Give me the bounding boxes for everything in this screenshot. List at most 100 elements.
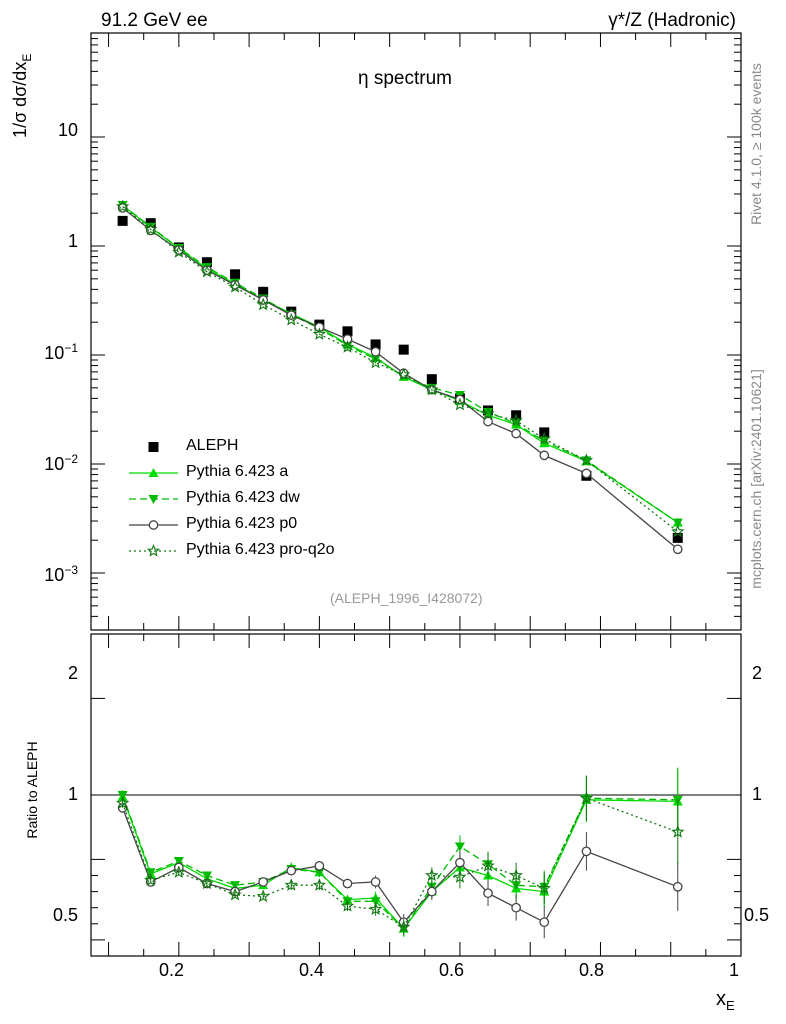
ratio-point-pythia_p0 xyxy=(672,881,683,892)
main-point-aleph xyxy=(117,215,128,226)
mcplots-label: mcplots.cern.ch [arXiv:2401.10621] xyxy=(748,369,764,589)
ratio-point-pythia_p0 xyxy=(581,846,592,857)
ratio-point-pythia_pro xyxy=(579,791,593,804)
rivet-version-label: Rivet 4.1.0, ≥ 100k events xyxy=(748,63,764,225)
ratio-series-layer xyxy=(116,767,685,939)
main-y-tick-0.1: 10−1 xyxy=(44,341,78,364)
main-point-pythia_pro xyxy=(284,312,298,326)
main-panel-frame xyxy=(90,32,742,631)
legend: ALEPH Pythia 6.423 a Pythia 6.423 dw Pyt… xyxy=(120,435,380,575)
main-y-tick-10: 10 xyxy=(57,120,78,140)
main-y-axis-label: 1/σ dσ/dxE xyxy=(10,53,34,138)
tick-exponent: −1 xyxy=(64,341,78,355)
x-axis-label: xE xyxy=(716,988,735,1013)
ratio-point-pythia_pro xyxy=(509,868,523,882)
ratio-point-pythia_p0 xyxy=(370,877,381,887)
ratio-point-pythia_pro xyxy=(369,902,383,916)
main-point-pythia_p0 xyxy=(483,416,493,427)
x-tick-0.6: 0.6 xyxy=(439,960,465,980)
ratio-point-pythia_pro xyxy=(671,825,685,838)
legend-markers xyxy=(129,442,178,557)
ratio-y-tick-0.5-right: 0.5 xyxy=(744,905,770,925)
main-y-tick-0.001: 10−3 xyxy=(44,563,78,586)
ratio-line-pythia_p0 xyxy=(121,807,679,924)
main-point-pythia_dw xyxy=(483,408,494,418)
legend-label-pythia-dw: Pythia 6.423 dw xyxy=(186,489,300,506)
main-point-pythia_pro xyxy=(256,297,270,311)
main-point-pythia_dw xyxy=(370,354,381,364)
main-point-pythia_p0 xyxy=(370,346,381,357)
ratio-point-pythia_dw xyxy=(117,791,128,800)
header-left-label: 91.2 GeV ee xyxy=(101,10,208,31)
ratio-point-pythia_dw xyxy=(314,868,325,878)
main-point-pythia_pro xyxy=(200,264,214,278)
x-tick-1: 1 xyxy=(729,960,740,980)
ratio-point-pythia_p0 xyxy=(286,865,297,876)
tick-base: 10 xyxy=(44,343,65,363)
ratio-point-pythia_dw xyxy=(370,897,381,907)
main-point-aleph xyxy=(370,339,381,350)
ratio-point-pythia_pro xyxy=(537,881,551,895)
main-point-pythia_pro xyxy=(228,280,242,293)
analysis-reference: (ALEPH_1996_I428072) xyxy=(330,590,483,606)
main-point-pythia_p0 xyxy=(342,334,353,344)
legend-marker-aleph xyxy=(148,442,159,452)
x-tick-0.2: 0.2 xyxy=(159,960,185,980)
ratio-point-pythia_p0 xyxy=(455,857,465,868)
main-point-pythia_pro xyxy=(537,431,551,445)
ratio-point-pythia_pro xyxy=(228,887,242,901)
main-point-pythia_pro xyxy=(509,413,523,427)
main-y-tick-0.01: 10−2 xyxy=(44,452,78,475)
ratio-y-tick-2: 2 xyxy=(67,663,78,683)
main-point-pythia_p0 xyxy=(672,544,683,555)
main-point-aleph xyxy=(258,286,269,297)
main-point-pythia_pro xyxy=(340,340,355,353)
axis-ticks xyxy=(91,32,742,956)
ratio-point-pythia_pro xyxy=(144,873,158,887)
ratio-point-pythia_pro xyxy=(453,870,467,883)
ratio-y-tick-0.5: 0.5 xyxy=(52,905,78,925)
ratio-point-pythia_dw xyxy=(230,881,241,891)
main-point-pythia_pro xyxy=(453,397,467,411)
main-line-pythia_dw xyxy=(122,204,679,524)
ratio-point-pythia_pro xyxy=(116,795,130,809)
ratio-point-pythia_pro xyxy=(340,899,355,912)
ratio-point-pythia_pro xyxy=(256,889,270,903)
legend-label-pythia-pro: Pythia 6.423 pro-q2o xyxy=(186,541,335,558)
ratio-point-pythia_pro xyxy=(425,868,439,882)
legend-marker-pythia_a xyxy=(148,468,159,477)
main-line-pythia_p0 xyxy=(122,207,679,550)
main-point-pythia_pro xyxy=(368,355,383,369)
ratio-point-pythia_dw xyxy=(173,857,184,867)
ratio-point-pythia_pro xyxy=(200,876,214,890)
legend-label-pythia-p0: Pythia 6.423 p0 xyxy=(186,515,298,532)
main-point-pythia_pro xyxy=(144,222,158,236)
ratio-point-pythia_pro xyxy=(481,858,495,872)
main-point-pythia_p0 xyxy=(314,322,325,333)
main-point-pythia_pro xyxy=(579,453,593,466)
legend-marker-pythia_dw xyxy=(148,495,159,504)
main-point-pythia_pro xyxy=(172,245,186,258)
main-point-pythia_pro xyxy=(671,524,685,538)
main-point-aleph xyxy=(426,374,437,385)
main-point-pythia_dw xyxy=(672,518,683,528)
chart-title: η spectrum xyxy=(358,68,452,89)
ratio-point-pythia_dw xyxy=(145,868,156,878)
main-line-pythia_pro xyxy=(122,206,679,533)
ratio-point-pythia_pro xyxy=(397,919,411,933)
legend-label-pythia-a: Pythia 6.423 a xyxy=(186,463,289,480)
main-point-pythia_pro xyxy=(425,382,439,396)
legend-marker-pythia_pro xyxy=(146,543,161,557)
tick-exponent: −3 xyxy=(64,563,78,577)
tick-base: 10 xyxy=(44,565,65,585)
main-line-pythia_a xyxy=(122,204,679,524)
ratio-line-pythia_a xyxy=(121,796,678,930)
main-point-aleph xyxy=(230,269,241,280)
ratio-point-pythia_pro xyxy=(312,878,326,891)
main-point-aleph xyxy=(201,257,212,268)
ratio-point-pythia_pro xyxy=(284,878,298,891)
main-point-aleph xyxy=(398,344,409,355)
ratio-point-pythia_p0 xyxy=(314,860,325,871)
ratio-line-pythia_dw xyxy=(121,794,678,930)
